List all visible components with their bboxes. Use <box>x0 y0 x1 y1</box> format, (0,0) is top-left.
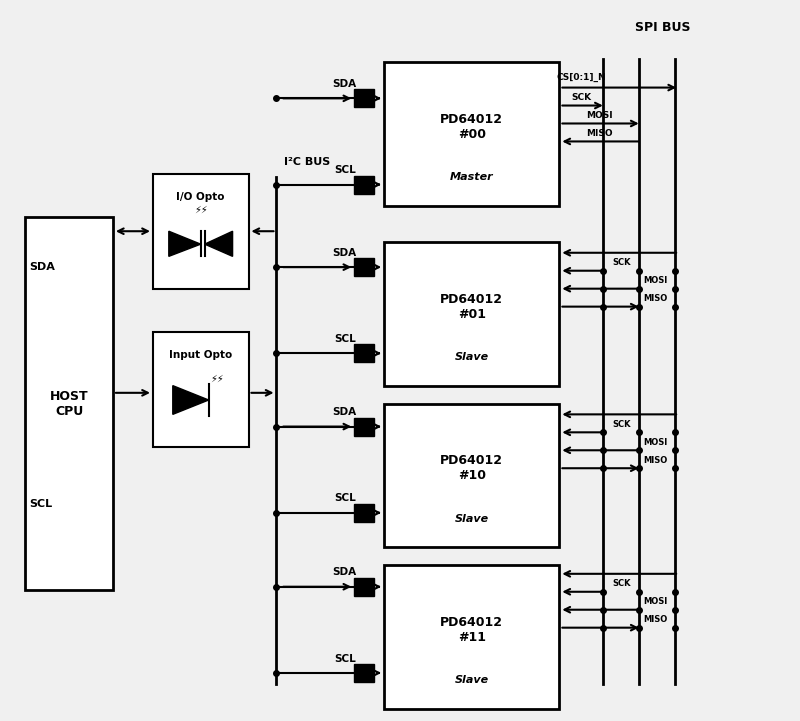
Polygon shape <box>173 386 209 415</box>
Polygon shape <box>205 231 233 257</box>
Text: CS[0:1]_N: CS[0:1]_N <box>557 73 606 81</box>
Text: SDA: SDA <box>332 407 356 417</box>
Text: ⚡⚡: ⚡⚡ <box>210 373 223 384</box>
Text: Input Opto: Input Opto <box>169 350 232 360</box>
FancyBboxPatch shape <box>384 404 559 547</box>
Text: HOST
CPU: HOST CPU <box>50 389 89 417</box>
Text: I/O Opto: I/O Opto <box>177 192 225 202</box>
Text: SCL: SCL <box>334 165 356 175</box>
Text: SCL: SCL <box>30 499 53 509</box>
Text: Slave: Slave <box>454 352 489 362</box>
FancyBboxPatch shape <box>384 242 559 386</box>
Text: Slave: Slave <box>454 513 489 523</box>
Text: I²C BUS: I²C BUS <box>285 156 330 167</box>
Text: MISO: MISO <box>643 294 667 303</box>
Text: MOSI: MOSI <box>586 111 613 120</box>
FancyBboxPatch shape <box>384 63 559 206</box>
Bar <box>354 89 374 107</box>
Text: Master: Master <box>450 172 494 182</box>
Text: SCL: SCL <box>334 334 356 344</box>
Text: PD64012
#00: PD64012 #00 <box>440 113 503 141</box>
Text: SDA: SDA <box>332 248 356 258</box>
Text: SDA: SDA <box>332 79 356 89</box>
Text: SCK: SCK <box>613 258 631 267</box>
Text: MISO: MISO <box>643 456 667 464</box>
Text: SCL: SCL <box>334 493 356 503</box>
Text: ⚡⚡: ⚡⚡ <box>194 205 207 215</box>
Bar <box>354 417 374 435</box>
FancyBboxPatch shape <box>153 332 249 447</box>
Text: SPI BUS: SPI BUS <box>635 21 691 34</box>
Bar <box>354 175 374 193</box>
Text: SCK: SCK <box>613 579 631 588</box>
Text: PD64012
#10: PD64012 #10 <box>440 454 503 482</box>
Text: MISO: MISO <box>643 615 667 624</box>
Polygon shape <box>169 231 201 257</box>
Text: MOSI: MOSI <box>643 597 667 606</box>
Text: MISO: MISO <box>586 129 613 138</box>
Bar <box>354 578 374 596</box>
Text: PD64012
#11: PD64012 #11 <box>440 616 503 644</box>
Text: SCL: SCL <box>334 653 356 663</box>
Text: SDA: SDA <box>332 567 356 578</box>
Text: SCK: SCK <box>613 420 631 429</box>
Bar <box>354 664 374 682</box>
Text: SDA: SDA <box>30 262 55 272</box>
Bar <box>354 345 374 362</box>
FancyBboxPatch shape <box>153 174 249 288</box>
Bar <box>354 504 374 522</box>
Text: PD64012
#01: PD64012 #01 <box>440 293 503 321</box>
Text: SCK: SCK <box>571 93 591 102</box>
FancyBboxPatch shape <box>384 565 559 709</box>
Text: MOSI: MOSI <box>643 438 667 447</box>
Bar <box>354 258 374 276</box>
Text: Slave: Slave <box>454 675 489 685</box>
Text: MOSI: MOSI <box>643 276 667 285</box>
FancyBboxPatch shape <box>26 217 113 590</box>
